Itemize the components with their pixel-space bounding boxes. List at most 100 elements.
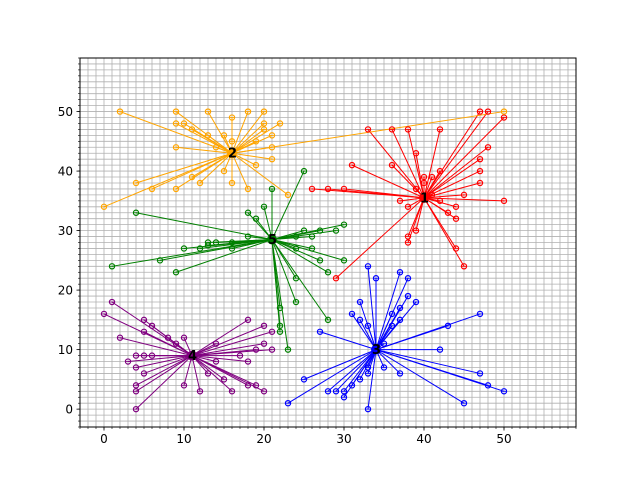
spoke-line bbox=[199, 152, 233, 184]
spoke-line bbox=[343, 188, 425, 199]
spoke-line bbox=[191, 355, 249, 386]
spoke-line bbox=[415, 153, 425, 198]
spoke-line bbox=[423, 182, 481, 199]
spoke-line bbox=[423, 197, 505, 202]
spoke-line bbox=[135, 355, 193, 386]
y-tick-label: 20 bbox=[58, 284, 73, 298]
spoke-line bbox=[351, 164, 425, 199]
y-tick-label: 30 bbox=[58, 224, 73, 238]
minor-grid bbox=[79, 57, 577, 428]
spoke-line bbox=[175, 146, 233, 154]
spoke-line bbox=[423, 111, 489, 199]
spoke-line bbox=[231, 239, 273, 249]
spoke-line bbox=[119, 337, 193, 357]
spoke-line bbox=[271, 239, 281, 332]
spoke-line bbox=[287, 349, 377, 404]
cluster-center-label: 1 bbox=[420, 191, 429, 206]
spoke-line bbox=[143, 355, 193, 374]
y-tick-label: 10 bbox=[58, 343, 73, 357]
x-tick-label: 0 bbox=[100, 432, 108, 446]
spoke-line bbox=[135, 212, 273, 241]
spoke-line bbox=[327, 349, 377, 392]
spoke-line bbox=[135, 355, 193, 392]
spoke-line bbox=[375, 319, 401, 350]
y-tick-label: 50 bbox=[58, 105, 73, 119]
data-points bbox=[100, 108, 508, 413]
spoke-line bbox=[135, 355, 193, 410]
spoke-line bbox=[423, 158, 481, 199]
spoke-line bbox=[191, 325, 265, 357]
spoke-line bbox=[191, 355, 225, 380]
y-tick-label: 40 bbox=[58, 165, 73, 179]
spoke-line bbox=[271, 224, 345, 241]
spoke-line bbox=[271, 239, 345, 261]
cluster-center-label: 5 bbox=[268, 233, 277, 248]
x-tick-label: 50 bbox=[496, 432, 511, 446]
spoke-line bbox=[135, 355, 193, 368]
axes: 0 10 20 30 40 50 0 10 20 30 40 50 bbox=[58, 57, 577, 446]
spoke-line bbox=[375, 272, 401, 350]
x-tick-label: 10 bbox=[176, 432, 191, 446]
spoke-line bbox=[423, 146, 489, 199]
spoke-line bbox=[231, 239, 273, 243]
spoke-line bbox=[391, 129, 425, 199]
spoke-line bbox=[271, 170, 305, 240]
spoke-line bbox=[343, 349, 377, 398]
spoke-line bbox=[231, 152, 273, 160]
spoke-line bbox=[367, 266, 377, 350]
spoke-line bbox=[271, 239, 297, 303]
spoke-line bbox=[103, 152, 233, 208]
spoke-line bbox=[423, 197, 465, 267]
cluster-centers: 1 2 5 3 4 bbox=[187, 147, 429, 364]
spoke-line bbox=[271, 230, 337, 241]
spoke-line bbox=[423, 170, 481, 199]
spoke-line bbox=[271, 239, 329, 321]
spoke-line bbox=[175, 239, 273, 273]
spoke-line bbox=[375, 313, 481, 351]
spoke-line bbox=[231, 111, 265, 154]
spoke-line bbox=[415, 197, 425, 231]
cluster-center-marker bbox=[371, 344, 381, 355]
x-tick-label: 40 bbox=[416, 432, 431, 446]
spoke-line bbox=[159, 239, 273, 261]
spoke-line bbox=[191, 355, 201, 392]
spoke-line bbox=[423, 111, 481, 199]
y-tick-label: 0 bbox=[65, 403, 73, 417]
spoke-line bbox=[375, 349, 481, 374]
spoke-line bbox=[183, 355, 193, 386]
spoke-line bbox=[423, 197, 457, 208]
spoke-line bbox=[375, 349, 401, 374]
spoke-line bbox=[191, 319, 249, 357]
spoke-line bbox=[127, 355, 193, 363]
spoke-line bbox=[231, 123, 265, 154]
spoke-line bbox=[375, 349, 465, 404]
spoke-line bbox=[271, 239, 289, 350]
spoke-line bbox=[143, 331, 193, 357]
spoke-line bbox=[191, 331, 273, 357]
spoke-line bbox=[191, 355, 249, 363]
cluster-center-marker bbox=[419, 192, 429, 203]
spoke-line bbox=[191, 128, 233, 154]
spoke-line bbox=[375, 349, 505, 392]
spoke-line bbox=[407, 129, 425, 198]
spoke-line bbox=[271, 239, 329, 273]
x-tick-label: 30 bbox=[336, 432, 351, 446]
spoke-line bbox=[191, 355, 233, 392]
spoke-line bbox=[423, 197, 457, 220]
spoke-line bbox=[231, 129, 265, 154]
spoke-line bbox=[423, 129, 441, 198]
spoke-line bbox=[367, 349, 377, 410]
spoke-line bbox=[175, 123, 233, 154]
spoke-line bbox=[319, 331, 377, 351]
x-tick-label: 20 bbox=[256, 432, 271, 446]
spoke-line bbox=[191, 343, 265, 357]
cluster-center-marker bbox=[187, 350, 197, 361]
spoke-line bbox=[335, 349, 377, 392]
cluster-center-marker bbox=[267, 234, 277, 245]
spoke-line bbox=[303, 349, 377, 380]
spoke-line bbox=[175, 152, 233, 190]
cluster-center-label: 4 bbox=[188, 349, 197, 364]
spoke-line bbox=[263, 206, 273, 240]
cluster-center-label: 3 bbox=[372, 343, 381, 358]
